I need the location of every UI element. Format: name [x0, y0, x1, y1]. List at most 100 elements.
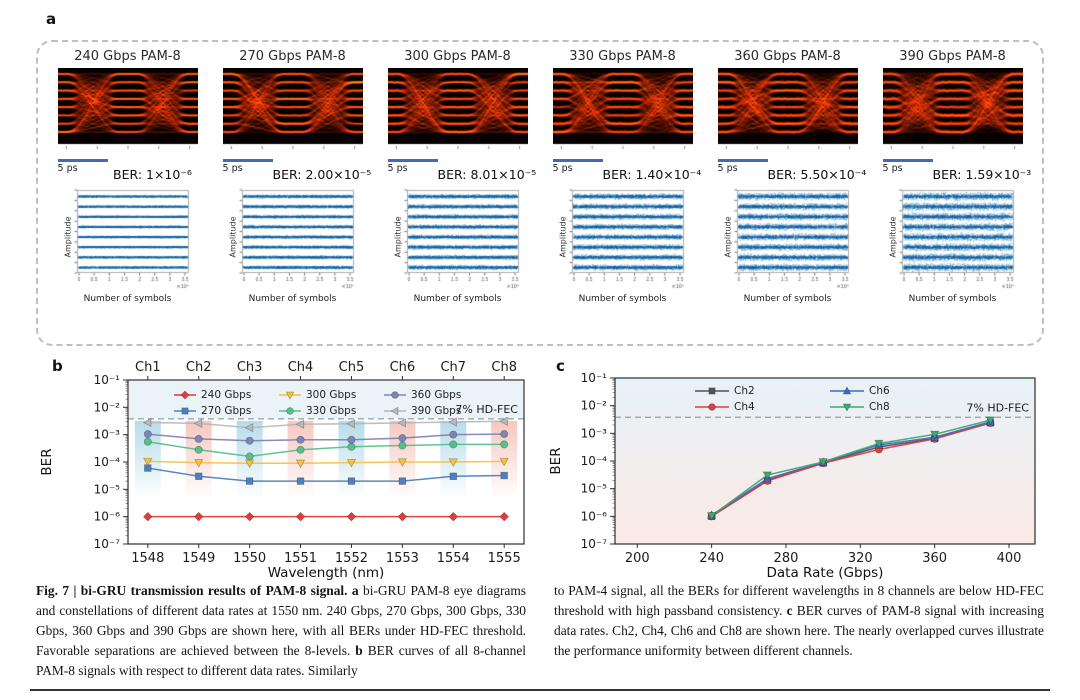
- ber-vs-datarate-chart: 7% HD-FEC 10⁻¹ 10⁻² 10⁻³ 10⁻⁴ 10⁻⁵ 10⁻⁶ 10⁻⁷ 200…: [545, 352, 1060, 586]
- pam8-column: 360 Gbps PAM-8 5 ps BER: 5.50×10⁻⁴ Ampli…: [706, 49, 869, 340]
- svg-text:Ch4: Ch4: [288, 360, 314, 375]
- scale-bar-line: [883, 159, 933, 162]
- pam8-column: 330 Gbps PAM-8 5 ps BER: 1.40×10⁻⁴ Ampli…: [541, 49, 704, 340]
- svg-text:7% HD-FEC: 7% HD-FEC: [455, 403, 518, 416]
- eye-diagram-title: 360 Gbps PAM-8: [734, 49, 841, 64]
- scale-bar-row: 5 ps BER: 1.59×10⁻³: [883, 159, 1023, 182]
- eye-diagram-title: 330 Gbps PAM-8: [569, 49, 676, 64]
- svg-text:Ch1: Ch1: [135, 360, 161, 375]
- svg-text:270 Gbps: 270 Gbps: [201, 405, 251, 417]
- svg-text:1552: 1552: [335, 551, 368, 566]
- amplitude-plot: Amplitude Number of symbols: [394, 187, 522, 304]
- figure-caption-right: to PAM-4 signal, all the BERs for differ…: [554, 581, 1044, 682]
- scale-bar-line: [58, 159, 108, 162]
- eye-diagram-canvas: [883, 68, 1023, 156]
- series-300-gbps: [144, 458, 509, 467]
- amplitude-xlabel: Number of symbols: [744, 294, 832, 304]
- svg-text:330 Gbps: 330 Gbps: [306, 405, 356, 417]
- amplitude-plot-canvas: [559, 187, 687, 293]
- svg-text:Ch6: Ch6: [390, 360, 416, 375]
- scale-bar-label: 5 ps: [553, 163, 573, 174]
- amplitude-xlabel: Number of symbols: [909, 294, 997, 304]
- amplitude-plot-canvas: [229, 187, 357, 293]
- svg-text:360 Gbps: 360 Gbps: [411, 389, 461, 401]
- ber-value-label: BER: 8.01×10⁻⁵: [438, 167, 537, 182]
- svg-text:1548: 1548: [131, 551, 164, 566]
- scale-bar-line: [223, 159, 273, 162]
- amplitude-plot-canvas: [64, 187, 192, 293]
- scale-bar-row: 5 ps BER: 5.50×10⁻⁴: [718, 159, 858, 182]
- scale-bar-row: 5 ps BER: 1×10⁻⁶: [58, 159, 198, 182]
- figure-caption-left: Fig. 7 | bi-GRU transmission results of …: [36, 581, 526, 682]
- ber-value-label: BER: 1×10⁻⁶: [108, 167, 198, 182]
- scale-bar-row: 5 ps BER: 1.40×10⁻⁴: [553, 159, 693, 182]
- svg-text:10⁻⁷: 10⁻⁷: [581, 537, 608, 551]
- scale-bar-label: 5 ps: [718, 163, 738, 174]
- scale-bar-line: [718, 159, 768, 162]
- scale-bar-label: 5 ps: [58, 163, 78, 174]
- svg-text:1549: 1549: [182, 551, 215, 566]
- scale-bar-row: 5 ps BER: 8.01×10⁻⁵: [388, 159, 528, 182]
- amplitude-plot: Amplitude Number of symbols: [64, 187, 192, 304]
- amplitude-ylabel: Amplitude: [228, 218, 237, 258]
- svg-text:Data Rate (Gbps): Data Rate (Gbps): [767, 565, 884, 581]
- svg-text:10⁻⁶: 10⁻⁶: [581, 509, 608, 523]
- svg-text:Ch2: Ch2: [734, 385, 755, 397]
- svg-text:Ch5: Ch5: [339, 360, 365, 375]
- svg-text:BER: BER: [548, 447, 564, 474]
- svg-text:BER: BER: [39, 448, 55, 475]
- eye-diagram-title: 390 Gbps PAM-8: [899, 49, 1006, 64]
- scale-bar-line: [388, 159, 438, 162]
- ber-value-label: BER: 1.40×10⁻⁴: [603, 167, 702, 182]
- pam8-column: 300 Gbps PAM-8 5 ps BER: 8.01×10⁻⁵ Ampli…: [376, 49, 539, 340]
- eye-diagram-canvas: [388, 68, 528, 156]
- eye-diagram-canvas: [58, 68, 198, 156]
- ber-vs-wavelength-chart: 7% HD-FEC 10⁻¹ 10⁻² 10⁻³ 10⁻⁴ 10⁻⁵ 10⁻⁶ 10⁻⁷ 154…: [36, 352, 541, 586]
- amplitude-plot-canvas: [889, 187, 1017, 293]
- amplitude-ylabel: Amplitude: [558, 218, 567, 258]
- svg-text:10⁻⁴: 10⁻⁴: [94, 455, 121, 469]
- svg-text:10⁻⁷: 10⁻⁷: [94, 537, 121, 551]
- svg-text:300 Gbps: 300 Gbps: [306, 389, 356, 401]
- amplitude-plot-canvas: [724, 187, 852, 293]
- eye-diagram-canvas: [223, 68, 363, 156]
- svg-text:10⁻⁶: 10⁻⁶: [94, 510, 121, 524]
- eye-diagram-canvas: [718, 68, 858, 156]
- svg-text:1550: 1550: [233, 551, 266, 566]
- svg-text:Wavelength (nm): Wavelength (nm): [268, 565, 385, 581]
- amplitude-plot: Amplitude Number of symbols: [229, 187, 357, 304]
- svg-text:10⁻³: 10⁻³: [581, 426, 608, 440]
- ber-value-label: BER: 1.59×10⁻³: [933, 167, 1032, 182]
- svg-text:10⁻¹: 10⁻¹: [581, 371, 608, 385]
- amplitude-xlabel: Number of symbols: [414, 294, 502, 304]
- ber-value-label: BER: 5.50×10⁻⁴: [768, 167, 867, 182]
- amplitude-plot: Amplitude Number of symbols: [889, 187, 1017, 304]
- panel-a-label: a: [46, 10, 56, 28]
- svg-text:1551: 1551: [284, 551, 317, 566]
- svg-text:400: 400: [997, 551, 1022, 566]
- amplitude-ylabel: Amplitude: [888, 218, 897, 258]
- svg-text:Ch7: Ch7: [440, 360, 466, 375]
- svg-text:10⁻⁵: 10⁻⁵: [581, 482, 608, 496]
- svg-text:10⁻²: 10⁻²: [581, 399, 608, 413]
- svg-text:280: 280: [774, 551, 799, 566]
- ber-value-label: BER: 2.00×10⁻⁵: [273, 167, 372, 182]
- svg-text:200: 200: [625, 551, 650, 566]
- svg-text:Ch8: Ch8: [869, 401, 890, 413]
- panel-c-chart: 7% HD-FEC10⁻¹10⁻²10⁻³10⁻⁴10⁻⁵10⁻⁶10⁻⁷200…: [545, 352, 1060, 582]
- svg-text:10⁻²: 10⁻²: [94, 400, 121, 414]
- scale-bar-line: [553, 159, 603, 162]
- svg-text:240 Gbps: 240 Gbps: [201, 389, 251, 401]
- bottom-rule: [30, 689, 1050, 691]
- svg-text:10⁻⁵: 10⁻⁵: [94, 482, 121, 496]
- svg-text:390 Gbps: 390 Gbps: [411, 405, 461, 417]
- scale-bar-row: 5 ps BER: 2.00×10⁻⁵: [223, 159, 363, 182]
- eye-diagram-title: 240 Gbps PAM-8: [74, 49, 181, 64]
- svg-text:10⁻¹: 10⁻¹: [94, 373, 121, 387]
- amplitude-xlabel: Number of symbols: [249, 294, 337, 304]
- svg-text:Ch3: Ch3: [237, 360, 263, 375]
- svg-text:Ch6: Ch6: [869, 385, 890, 397]
- scale-bar-label: 5 ps: [388, 163, 408, 174]
- amplitude-plot-canvas: [394, 187, 522, 293]
- eye-diagram-title: 300 Gbps PAM-8: [404, 49, 511, 64]
